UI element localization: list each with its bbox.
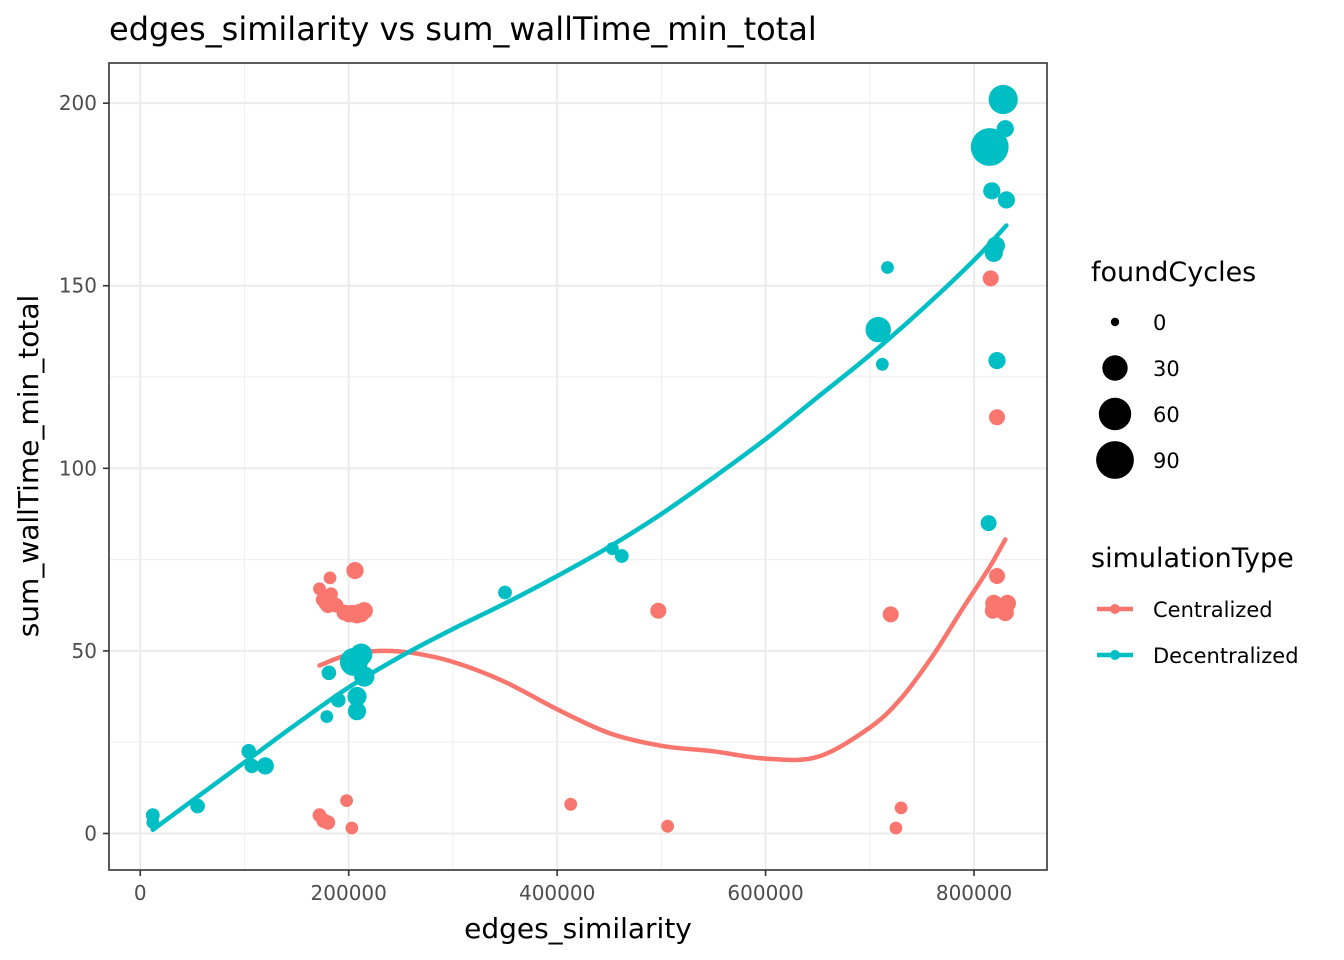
data-point-centralized: [989, 409, 1005, 426]
color-legend-title: simulationType: [1091, 543, 1294, 574]
x-tick-label: 400000: [519, 881, 595, 905]
y-axis-title: sum_wallTime_min_total: [12, 295, 45, 638]
data-point-decentralized: [498, 585, 512, 600]
data-point-decentralized: [321, 665, 337, 681]
color-legend-point: [1110, 650, 1120, 660]
data-point-centralized: [320, 815, 336, 830]
trend-line-decentralized: [150, 223, 1009, 833]
size-legend-key: [1110, 317, 1120, 327]
data-point-centralized: [998, 594, 1017, 613]
y-axis: 0 50 100 150 200: [59, 91, 109, 845]
data-point-decentralized: [244, 758, 260, 774]
data-point-decentralized: [988, 84, 1018, 115]
x-tick-label: 600000: [727, 881, 803, 905]
plot-panel: [108, 62, 1048, 871]
data-point-centralized: [661, 819, 674, 833]
x-axis: 0 200000 400000 600000 800000: [134, 870, 1012, 905]
x-tick-label: 0: [134, 881, 147, 905]
data-point-centralized: [313, 582, 326, 596]
data-point-decentralized: [996, 120, 1014, 138]
data-point-decentralized: [983, 182, 1001, 200]
data-point-decentralized: [997, 191, 1016, 209]
color-legend-point: [1110, 604, 1120, 614]
data-point-decentralized: [320, 710, 334, 723]
color-legend-label: Decentralized: [1153, 644, 1299, 668]
size-legend-entries: 0 30 60 90: [1096, 311, 1180, 479]
size-legend-key: [1102, 355, 1128, 381]
data-point-centralized: [882, 606, 899, 623]
panel-border: [108, 62, 1048, 871]
data-point-centralized: [982, 270, 999, 287]
data-point-centralized: [355, 602, 373, 620]
data-point-decentralized: [146, 816, 160, 829]
size-legend-key: [1098, 397, 1132, 431]
y-tick-label: 150: [59, 274, 97, 298]
data-point-centralized: [340, 794, 353, 807]
data-point-decentralized: [350, 643, 373, 666]
data-point-decentralized: [606, 542, 619, 556]
y-tick-label: 200: [59, 91, 97, 115]
size-legend-title: foundCycles: [1091, 257, 1256, 288]
color-legend: simulationType Centralized Decentralized: [1091, 543, 1299, 668]
y-tick-label: 0: [84, 821, 97, 845]
data-point-centralized: [323, 571, 337, 585]
data-point-centralized: [989, 568, 1005, 584]
data-point-decentralized: [614, 549, 629, 563]
data-point-centralized: [889, 821, 903, 835]
minor-gridlines: [109, 63, 1047, 870]
size-legend: foundCycles 0 30 60 90: [1091, 257, 1256, 479]
data-point-decentralized: [256, 757, 274, 775]
size-legend-label: 0: [1153, 311, 1166, 335]
size-legend-key: [1096, 441, 1134, 479]
size-legend-label: 90: [1153, 449, 1180, 473]
data-point-centralized: [346, 562, 364, 580]
data-point-centralized: [564, 797, 578, 811]
x-tick-label: 200000: [311, 881, 387, 905]
x-axis-title: edges_similarity: [464, 912, 692, 945]
panel-background: [109, 63, 1047, 870]
major-gridlines: [109, 63, 1047, 870]
data-point-decentralized: [875, 357, 889, 371]
data-point-decentralized: [970, 128, 1009, 166]
data-point-decentralized: [865, 316, 891, 343]
data-point-centralized: [345, 821, 359, 835]
size-legend-label: 30: [1153, 357, 1180, 381]
data-point-centralized: [650, 602, 667, 619]
data-point-decentralized: [354, 666, 375, 687]
data-point-decentralized: [988, 352, 1006, 370]
data-point-decentralized: [347, 686, 367, 707]
data-point-decentralized: [331, 692, 346, 708]
color-legend-entries: Centralized Decentralized: [1097, 598, 1299, 668]
data-point-centralized: [894, 801, 908, 815]
y-tick-label: 100: [59, 456, 97, 480]
chart-title: edges_similarity vs sum_wallTime_min_tot…: [109, 10, 817, 48]
x-tick-label: 800000: [936, 881, 1012, 905]
data-points: [145, 84, 1018, 835]
data-point-decentralized: [986, 236, 1006, 255]
size-legend-label: 60: [1153, 403, 1180, 427]
y-tick-label: 50: [72, 639, 97, 663]
data-point-decentralized: [881, 261, 894, 274]
smooth-trend-lines: [150, 223, 1009, 833]
data-point-decentralized: [347, 702, 367, 721]
color-legend-label: Centralized: [1153, 598, 1273, 622]
data-point-decentralized: [241, 744, 256, 759]
data-point-decentralized: [190, 798, 205, 814]
data-point-decentralized: [980, 515, 997, 532]
